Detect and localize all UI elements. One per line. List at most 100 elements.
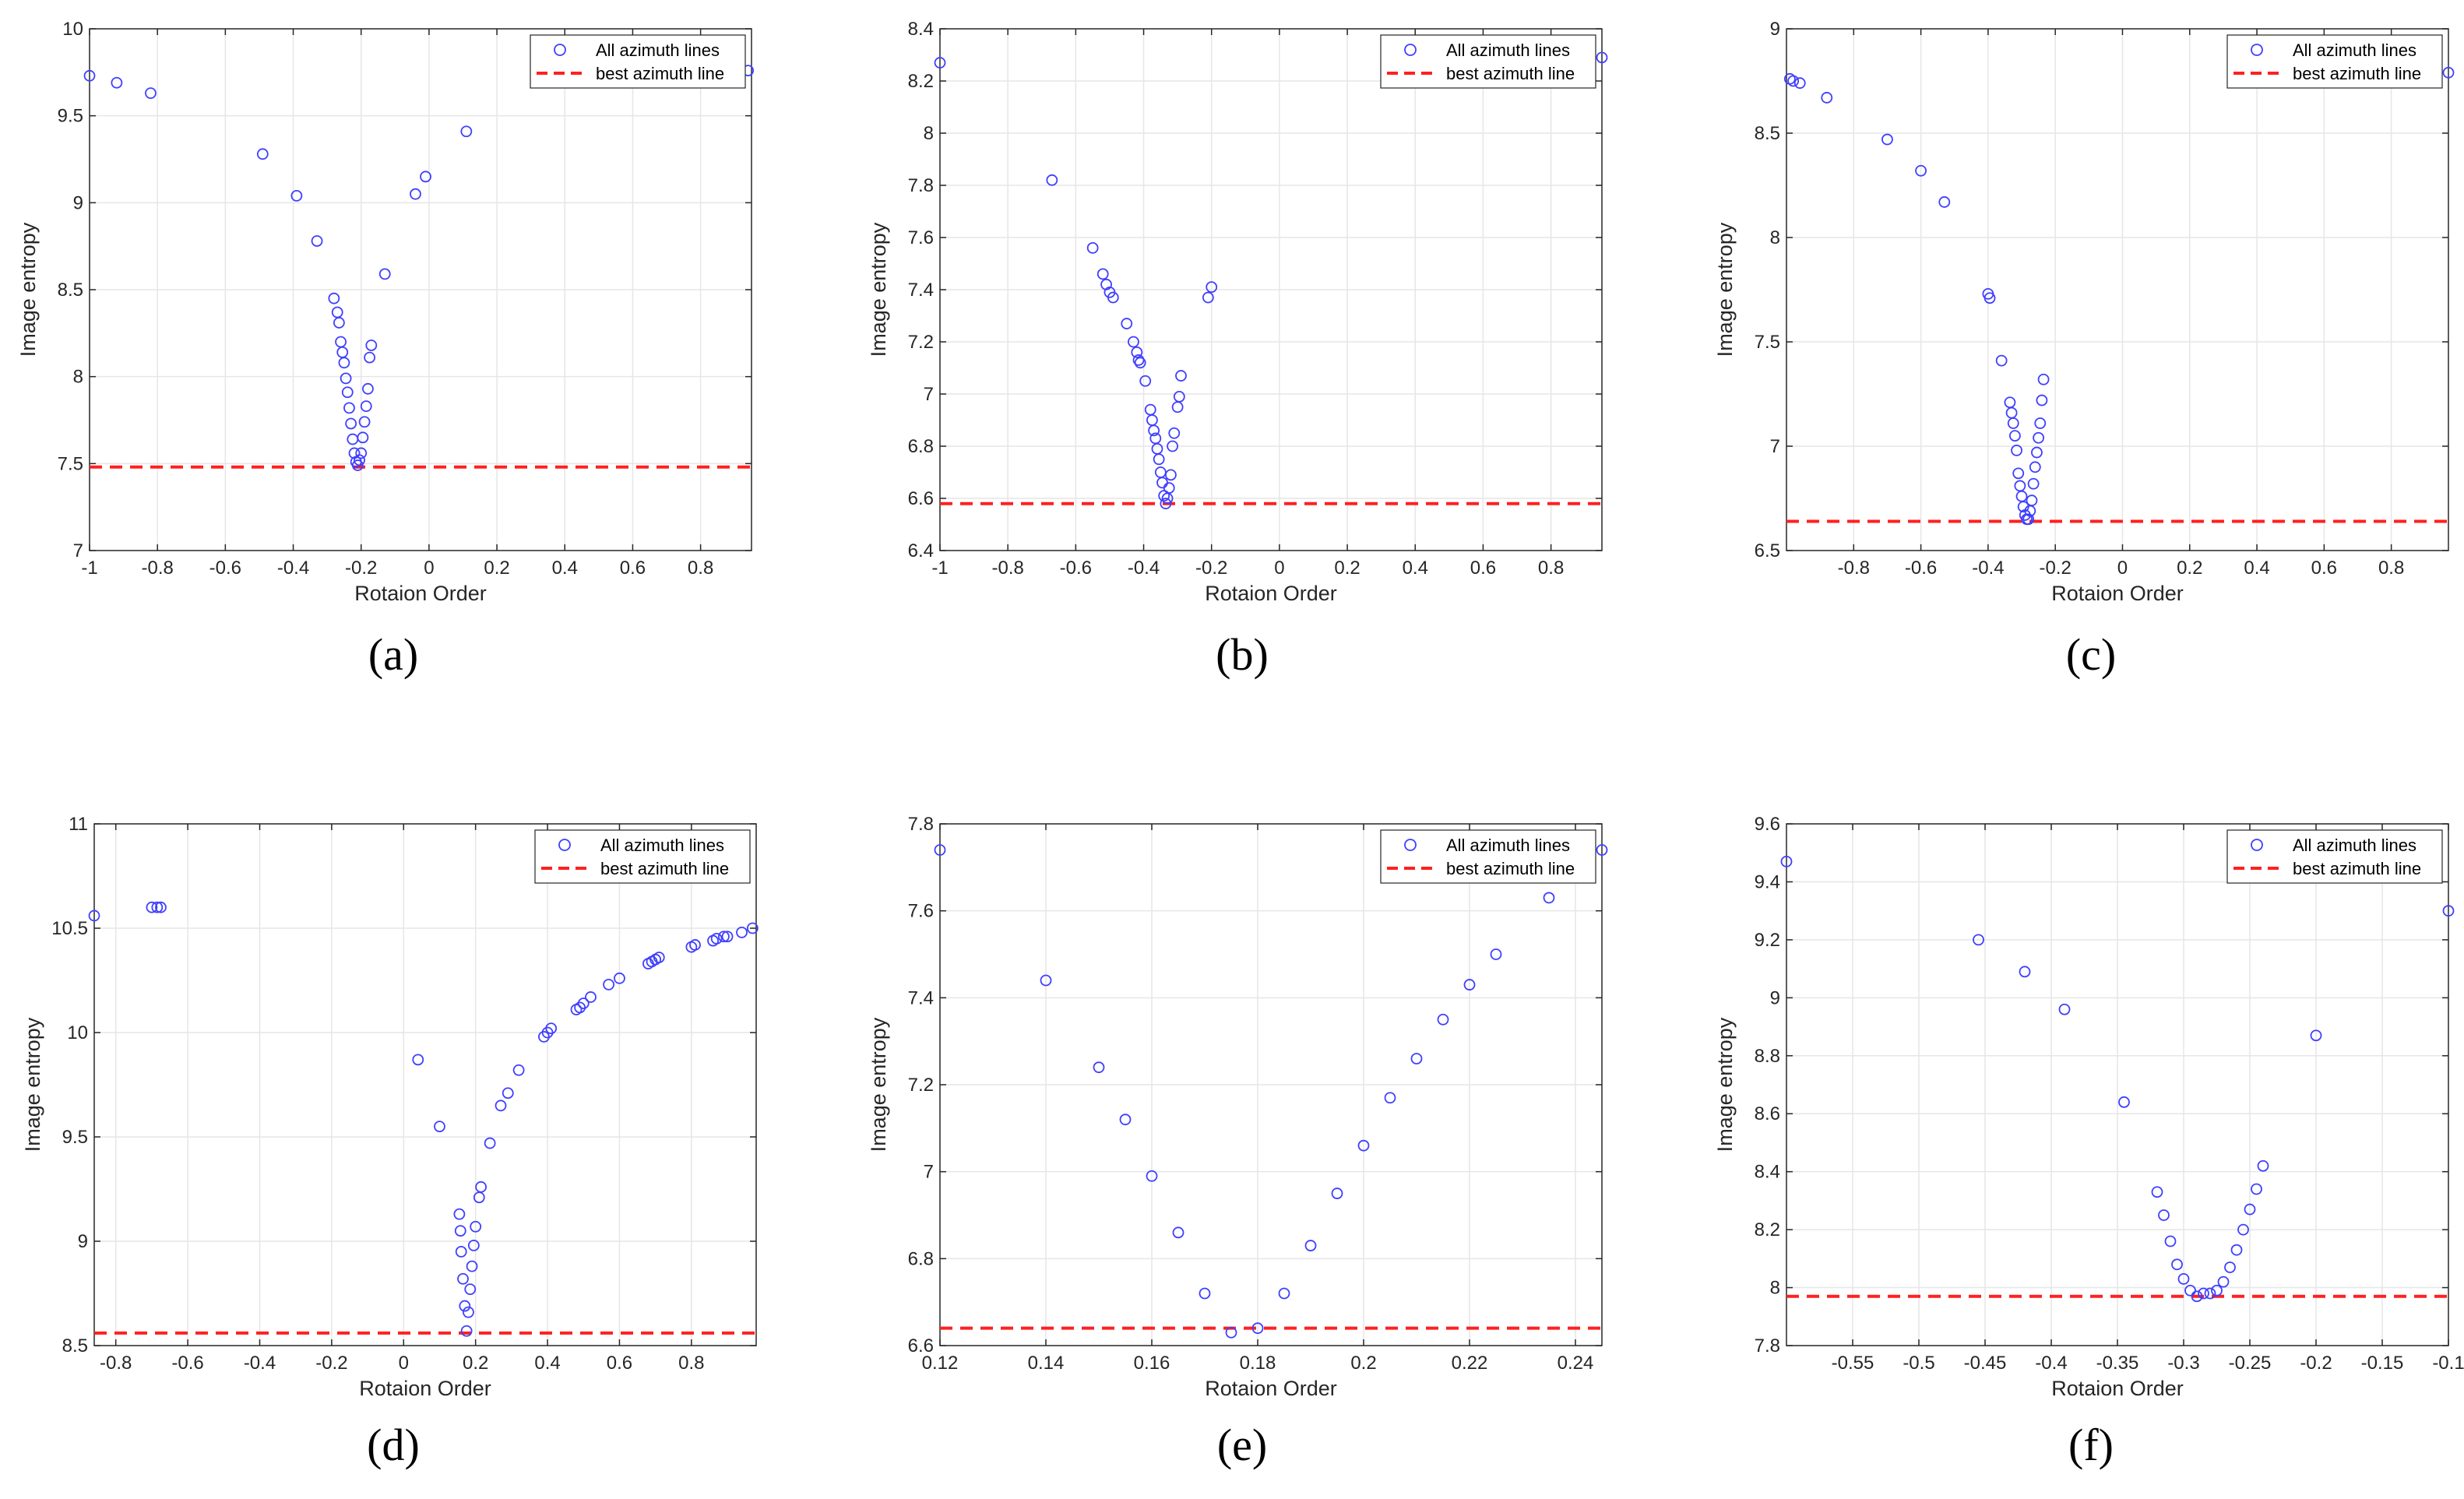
y-tick-label: 7.6 [908,227,934,248]
y-tick-label: 7.8 [908,175,934,196]
chart-panel-3: -0.8 -0.6 -0.4 -0.2 0 0.2 0.4 0.6 0.8 6.5 7 7.5 8 8.5… [1713,19,2455,605]
legend-label-best: best azimuth line [600,859,729,878]
data-point [2012,467,2025,480]
data-point [155,901,167,913]
legend: All azimuth lines best azimuth line [534,829,751,884]
legend: All azimuth lines best azimuth line [1380,34,1596,89]
data-point [2019,966,2031,978]
axes-box [93,823,757,1346]
data-point [2164,1235,2177,1247]
data-point [145,87,157,100]
data-point [460,1325,473,1337]
data-point [360,400,372,413]
x-tick-label: 0.2 [1334,558,1360,579]
data-point [2151,1186,2163,1198]
y-tick-label: 6.6 [908,488,934,509]
chart-panel-6: -0.55 -0.5 -0.45 -0.4 -0.35 -0.3 -0.25 -0.2 -0.1… [1713,814,2464,1400]
data-point [1331,1188,1343,1199]
data-point [2237,1223,2249,1236]
data-point [1173,390,1185,403]
data-point [463,1306,474,1318]
y-tick-label: 7 [924,1162,934,1183]
data-point [355,447,368,459]
data-point [1119,1114,1132,1126]
y-axis-label: Image entropy [1713,1017,1737,1152]
y-tick-label: 9.4 [1755,871,1780,892]
legend-box [2226,34,2443,89]
x-tick-label: -0.55 [1832,1353,1874,1374]
y-tick-label: 8 [73,367,83,388]
y-tick-label: 6.5 [1755,540,1780,561]
x-tick-label: 0.18 [1240,1353,1276,1374]
data-point [2204,1287,2216,1300]
data-point [364,351,376,364]
data-point [585,991,597,1003]
legend-point-marker [554,44,566,56]
data-point [453,1208,466,1220]
data-point [2251,1183,2262,1195]
data-point [338,357,350,369]
data-point [345,417,357,430]
y-tick-label: 7.5 [58,453,83,474]
x-tick-label: 0 [1274,558,1284,579]
data-point [410,188,421,200]
y-tick-label: 10.5 [51,918,88,939]
data-point [1596,844,1608,856]
data-point [1881,133,1893,146]
data-point [1096,268,1109,280]
x-tick-label: 0.6 [1470,558,1496,579]
x-tick-label: 0.4 [534,1353,560,1374]
x-tick-label: 0.6 [620,558,646,579]
x-tick-label: 0.2 [463,1353,488,1374]
data-point [2037,373,2050,385]
data-point [1793,77,1806,90]
y-tick-label: 7 [924,384,934,405]
chart-panel-1: -1 -0.8 -0.6 -0.4 -0.2 0 0.2 0.4 0.6 0.8 7 7.5 8 8.5 9… [16,19,755,605]
panel-label: (b) [1216,629,1269,680]
data-point [464,1283,477,1296]
data-point [467,1239,480,1251]
data-point [1165,469,1177,481]
x-tick-label: 0.4 [1403,558,1428,579]
data-point [1304,1240,1317,1251]
y-tick-label: 10 [67,1022,88,1043]
x-tick-label: -1 [81,558,97,579]
data-point [343,402,355,414]
y-tick-label: 7 [73,540,83,561]
data-point [1543,892,1555,904]
data-point [1787,75,1800,87]
y-tick-label: 6.8 [908,436,934,457]
data-point [484,1137,496,1149]
panel-label: (c) [2066,629,2116,680]
chart-panel-2: -1 -0.8 -0.6 -0.4 -0.2 0 0.2 0.4 0.6 0.8 6.4 6.6 6.8… [867,19,1608,605]
data-point [1148,424,1160,437]
data-point [1225,1326,1237,1339]
data-point [2442,66,2455,79]
data-point [460,125,473,138]
data-point [354,454,365,466]
data-point [1278,1287,1290,1300]
data-point [1357,1139,1370,1152]
x-tick-label: -0.2 [315,1353,347,1374]
y-tick-label: 7 [1770,436,1780,457]
legend-label-best: best azimuth line [1446,859,1575,878]
data-point [362,382,374,395]
y-tick-label: 8.2 [1755,1219,1780,1240]
x-tick-label: 0 [399,1353,409,1374]
data-point [1172,1226,1184,1239]
panel-label: (e) [1217,1420,1267,1470]
x-tick-label: -0.15 [2361,1353,2404,1374]
data-point [1134,357,1146,369]
data-point [1093,1061,1105,1074]
data-point [1984,292,1996,304]
data-point [1995,354,2008,367]
x-tick-label: 0.2 [2177,558,2202,579]
y-tick-label: 8.8 [1755,1046,1780,1067]
data-point [2009,430,2021,442]
data-point [1199,1287,1211,1300]
data-point [545,1022,558,1035]
data-point [502,1087,514,1100]
data-point [1206,281,1218,294]
panel-label: (a) [368,629,418,680]
data-point [470,1220,482,1233]
